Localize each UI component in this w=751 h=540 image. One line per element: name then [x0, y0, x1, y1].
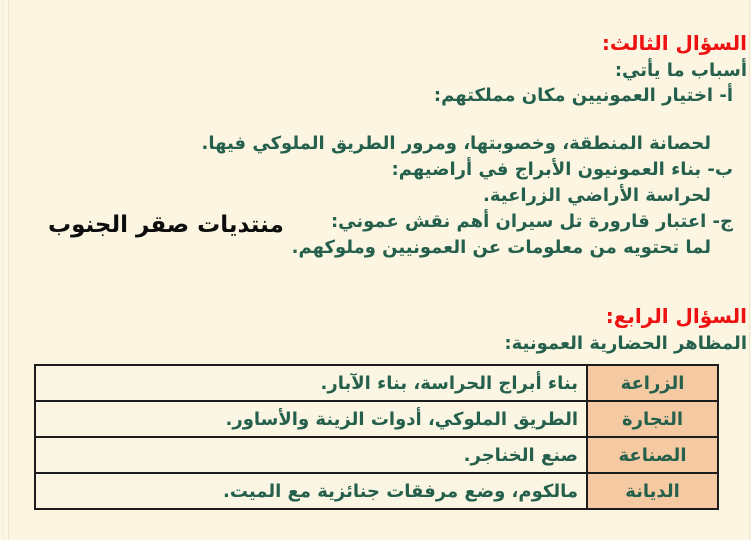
page-scan-left-edge [3, 0, 9, 540]
worksheet-content: السؤال الثالث: أسباب ما يأتي: أ- اختيار … [4, 30, 747, 510]
table-row-value-agriculture: بناء أبراج الحراسة، بناء الآبار. [34, 364, 588, 402]
table-row-value-industry: صنع الخناجر. [34, 436, 588, 474]
watermark-forum-name: منتديات صقر الجنوب [48, 212, 284, 238]
table-row-value-trade: الطريق الملوكي، أدوات الزينة والأساور. [34, 400, 588, 438]
question-3-item-a-prompt: أ- اختيار العمونيين مكان مملكتهم: [433, 85, 733, 106]
table-row-header-agriculture: الزراعة [586, 364, 719, 402]
page-scan-right-edge [749, 0, 750, 540]
question-3-item-b-prompt: ب- بناء العمونيون الأبراج في أراضيهم: [391, 159, 733, 180]
question-3-item-c-answer: لما تحتويه من معلومات عن العمونيين وملوك… [291, 237, 711, 258]
table-row: الصناعة صنع الخناجر. [34, 436, 719, 474]
table-row: الديانة مالكوم، وضع مرفقات جنائزية مع ال… [34, 472, 719, 510]
table-row: التجارة الطريق الملوكي، أدوات الزينة وال… [34, 400, 719, 438]
table-row-value-religion: مالكوم، وضع مرفقات جنائزية مع الميت. [34, 472, 588, 510]
question-4-title: السؤال الرابع: [605, 304, 747, 328]
question-3-item-c-prompt: ج- اعتبار قارورة تل سيران أهم نقش عموني: [330, 211, 733, 232]
table-row-header-industry: الصناعة [586, 436, 719, 474]
question-3-item-a-answer: لحصانة المنطقة، وخصوبتها، ومرور الطريق ا… [201, 133, 711, 154]
table-row-header-religion: الديانة [586, 472, 719, 510]
table-row: الزراعة بناء أبراج الحراسة، بناء الآبار. [34, 364, 719, 402]
question-4-section: السؤال الرابع: المظاهر الحضارية العمونية… [4, 303, 747, 510]
question-3-title: السؤال الثالث: [601, 31, 747, 55]
table-row-header-trade: التجارة [586, 400, 719, 438]
question-3-item-b-answer: لحراسة الأراضي الزراعية. [482, 185, 711, 206]
question-4-intro: المظاهر الحضارية العمونية: [504, 333, 747, 354]
cultural-aspects-table: الزراعة بناء أبراج الحراسة، بناء الآبار.… [34, 364, 719, 510]
question-3-intro: أسباب ما يأتي: [614, 60, 747, 81]
